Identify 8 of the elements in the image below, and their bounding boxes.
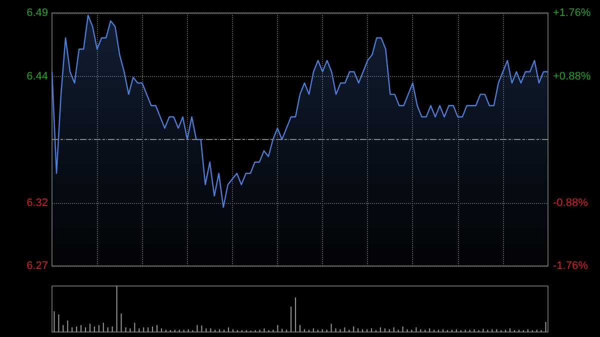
y-tick-label: 6.49 bbox=[26, 7, 48, 19]
y2-tick-label: +0.88% bbox=[553, 70, 591, 82]
y-tick-label: 6.27 bbox=[26, 260, 48, 272]
y2-tick-label: +1.76% bbox=[553, 7, 591, 19]
y2-tick-label: -1.76% bbox=[553, 260, 588, 272]
y-tick-label: 6.32 bbox=[26, 196, 48, 209]
y2-tick-label: -0.88% bbox=[553, 196, 588, 209]
y-tick-label: 6.44 bbox=[26, 70, 48, 82]
